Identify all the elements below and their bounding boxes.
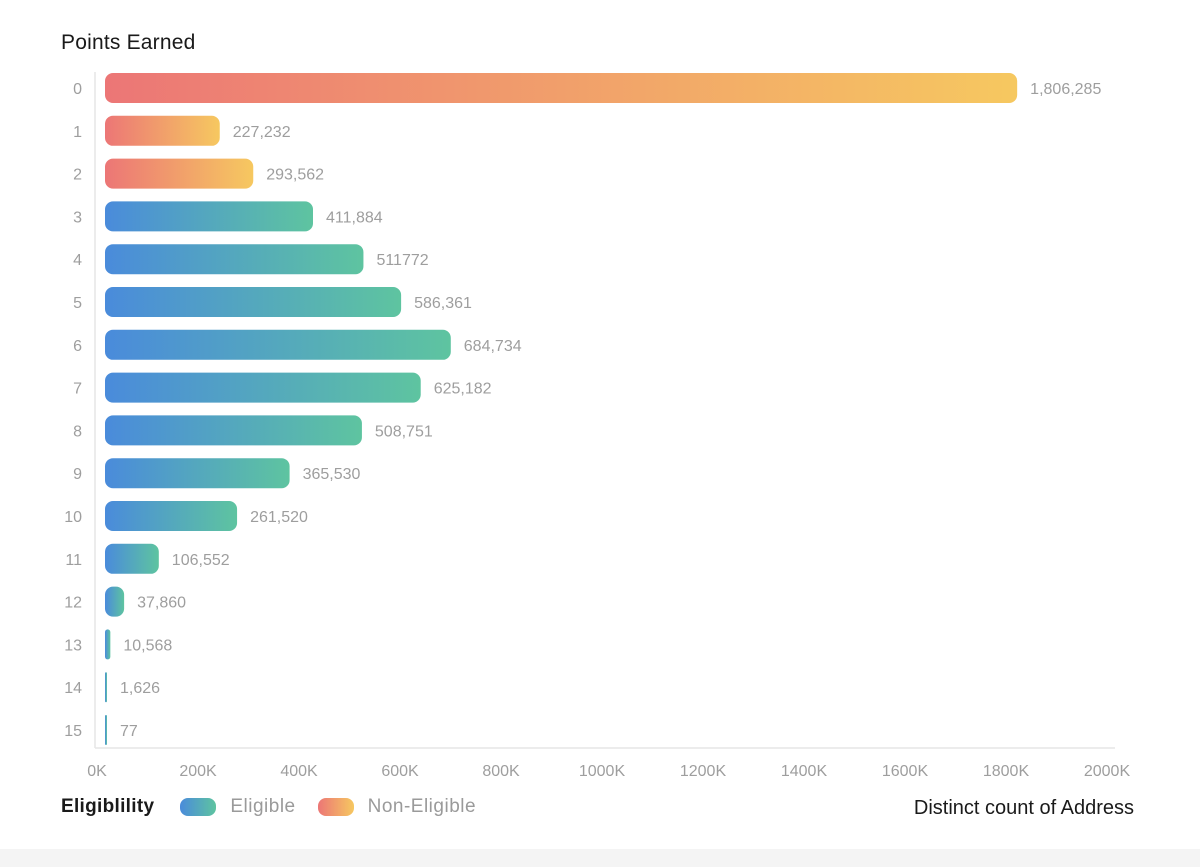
bar[interactable] bbox=[105, 629, 111, 660]
data-label: 37,860 bbox=[137, 595, 186, 612]
bar[interactable] bbox=[105, 73, 1018, 103]
data-label: 106,552 bbox=[172, 552, 230, 569]
y-tick-label: 0 bbox=[73, 81, 82, 98]
x-tick-label: 2000K bbox=[1084, 763, 1131, 780]
data-label: 586,361 bbox=[414, 295, 472, 312]
chart-title: Points Earned bbox=[61, 31, 196, 54]
y-tick-label: 9 bbox=[73, 466, 82, 483]
x-tick-label: 400K bbox=[280, 763, 318, 780]
data-label: 511772 bbox=[376, 252, 428, 269]
x-tick-label: 1600K bbox=[882, 763, 929, 780]
bar[interactable] bbox=[105, 501, 238, 531]
bar[interactable] bbox=[105, 715, 107, 745]
bar[interactable] bbox=[105, 329, 451, 360]
data-label: 227,232 bbox=[233, 124, 291, 141]
y-tick-label: 12 bbox=[64, 595, 82, 612]
data-label: 684,734 bbox=[464, 338, 522, 355]
bar-chart: 0K 200K 400K 600K 800K 1000K 1200K 1400K 1600K 18… bbox=[64, 72, 1130, 780]
data-label: 365,530 bbox=[303, 466, 361, 483]
x-tick-label: 800K bbox=[482, 763, 520, 780]
y-tick-label: 7 bbox=[73, 381, 82, 398]
data-label: 625,182 bbox=[434, 381, 492, 398]
data-label: 1,806,285 bbox=[1030, 81, 1101, 98]
data-label: 293,562 bbox=[266, 167, 324, 184]
legend-item-non-eligible[interactable]: Non-Eligible bbox=[317, 796, 477, 818]
x-tick-label: 600K bbox=[381, 763, 419, 780]
legend-label-non-eligible: Non-Eligible bbox=[367, 796, 477, 817]
y-tick-label: 10 bbox=[64, 509, 82, 526]
x-tick-label: 1800K bbox=[983, 763, 1030, 780]
x-axis-title: Distinct count of Address bbox=[913, 797, 1134, 819]
y-tick-label: 4 bbox=[73, 252, 82, 269]
bar[interactable] bbox=[105, 201, 314, 232]
x-tick-label: 1200K bbox=[680, 763, 727, 780]
footer-band bbox=[0, 849, 1200, 867]
y-tick-label: 14 bbox=[64, 680, 82, 697]
x-tick-label: 1400K bbox=[781, 763, 828, 780]
legend-title: Eligiblility bbox=[61, 796, 155, 817]
bar[interactable] bbox=[105, 244, 364, 275]
bar[interactable] bbox=[105, 158, 254, 189]
legend-item-eligible[interactable]: Eligible bbox=[180, 796, 295, 818]
data-label: 1,626 bbox=[120, 680, 160, 697]
bar[interactable] bbox=[105, 458, 290, 489]
bar-layer bbox=[105, 73, 1018, 745]
legend-label-eligible: Eligible bbox=[230, 796, 296, 817]
y-tick-label: 11 bbox=[65, 552, 82, 569]
y-tick-label: 3 bbox=[73, 209, 82, 226]
x-tick-label: 0K bbox=[87, 763, 107, 780]
bar[interactable] bbox=[105, 543, 159, 574]
y-tick-label: 15 bbox=[64, 723, 82, 740]
legend-swatch-non-eligible bbox=[317, 798, 354, 816]
bar[interactable] bbox=[105, 287, 402, 317]
bar[interactable] bbox=[105, 115, 220, 146]
data-label: 411,884 bbox=[326, 209, 383, 226]
y-tick-label: 5 bbox=[73, 295, 82, 312]
y-tick-label: 13 bbox=[64, 637, 82, 654]
x-tick-label: 200K bbox=[179, 763, 217, 780]
y-tick-label: 2 bbox=[73, 167, 82, 184]
legend-swatch-eligible bbox=[180, 798, 217, 816]
data-label: 508,751 bbox=[375, 423, 433, 440]
bar[interactable] bbox=[105, 415, 362, 446]
y-tick-label: 1 bbox=[73, 124, 82, 141]
data-label: 10,568 bbox=[123, 637, 172, 654]
data-label: 261,520 bbox=[250, 509, 308, 526]
y-tick-label: 8 bbox=[73, 423, 82, 440]
data-label: 77 bbox=[120, 723, 138, 740]
y-tick-label: 6 bbox=[73, 338, 82, 355]
x-tick-label: 1000K bbox=[579, 763, 626, 780]
axis-layer: 0K 200K 400K 600K 800K 1000K 1200K 1400K 1600K 18… bbox=[87, 72, 1130, 780]
bar[interactable] bbox=[105, 586, 125, 617]
bar[interactable] bbox=[105, 672, 107, 703]
legend: Eligiblility Eligible Non-Eligible bbox=[61, 796, 498, 818]
bar[interactable] bbox=[105, 372, 421, 403]
